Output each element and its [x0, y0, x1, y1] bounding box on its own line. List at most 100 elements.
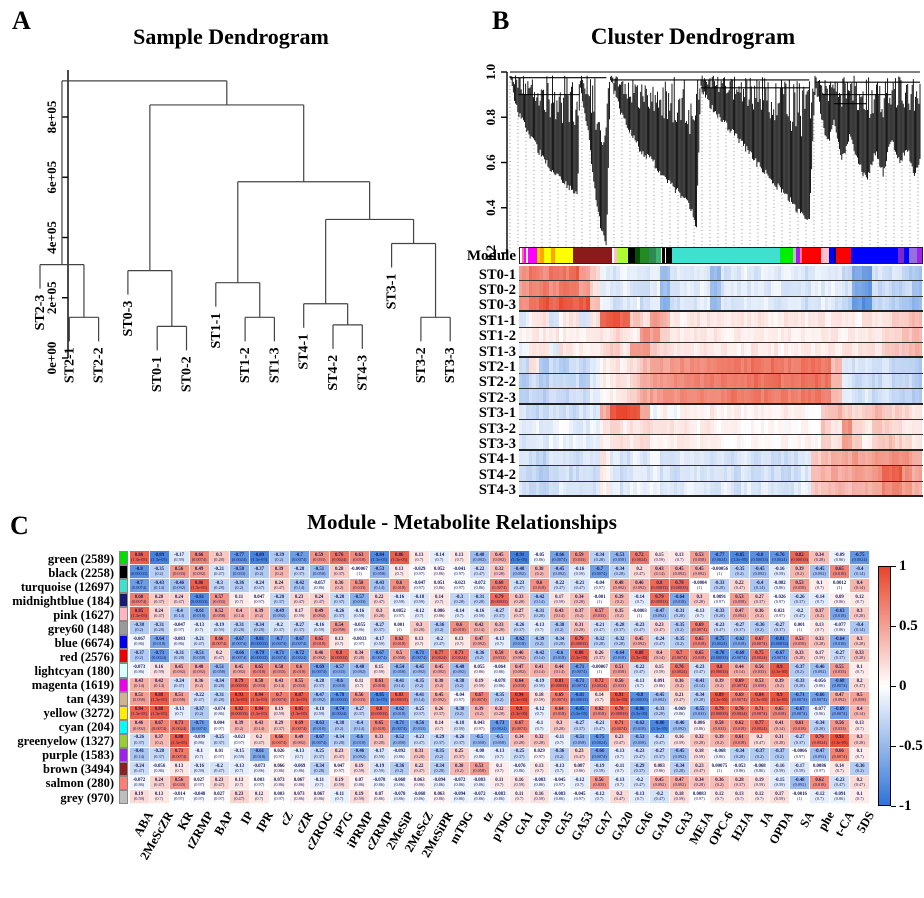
correlation-value: -0.28	[274, 594, 285, 600]
expression-bin	[676, 435, 681, 449]
correlation-value: 0.8	[336, 651, 343, 657]
expression-bin	[730, 466, 734, 481]
expression-bin	[710, 420, 714, 435]
correlation-pvalue: (0.7)	[335, 641, 344, 647]
expression-bin	[542, 296, 546, 311]
correlation-cell: 0.51 (0.058)	[609, 663, 630, 678]
correlation-value: -0.29	[634, 763, 645, 769]
expression-bin	[707, 266, 711, 281]
matrix-row: -0.7 (0.0074) -0.43 (0.14) -0.46 (0.092) 0.86(…	[129, 579, 871, 594]
correlation-pvalue: (0.7)	[315, 781, 324, 787]
correlation-pvalue: (0.59)	[313, 627, 325, 633]
correlation-pvalue: (0.28)	[614, 570, 625, 576]
correlation-cell: 0.28 (0.37)	[329, 565, 350, 580]
correlation-pvalue: (0.59)	[273, 711, 285, 717]
expression-bin	[663, 373, 667, 389]
correlation-value: -0.083	[473, 777, 486, 783]
correlation-cell: -0.33 (0.28)	[709, 607, 730, 622]
expression-bin	[566, 404, 570, 419]
expression-bin	[868, 266, 872, 281]
expression-bin	[734, 466, 738, 481]
correlation-pvalue: (0.86)	[434, 795, 445, 801]
correlation-value: -0.2	[655, 791, 664, 797]
correlation-value: -0.68	[834, 679, 845, 685]
correlation-value: 0.13	[415, 636, 424, 642]
expression-bin	[760, 420, 765, 435]
expression-bin	[848, 358, 852, 373]
correlation-cell: 0.79 (0.00033)	[489, 593, 510, 608]
correlation-cell: -0.047 (0.97)	[169, 621, 190, 636]
correlation-cell: 0.2 (0.47)	[749, 733, 770, 748]
correlation-value: 0.1	[856, 791, 863, 797]
correlation-value: -0.36	[554, 749, 565, 755]
correlation-pvalue: (0.0074)	[291, 725, 307, 731]
correlation-cell: 0.17 (0.59)	[810, 649, 831, 664]
expression-bin	[522, 296, 526, 311]
expression-bin	[549, 358, 553, 373]
correlation-pvalue: (0.7)	[615, 767, 624, 773]
correlation-value: 0.067	[313, 791, 325, 797]
correlation-cell: -0.27 (0.37)	[489, 607, 510, 622]
correlation-value: 0.47	[735, 608, 744, 614]
correlation-value: -0.43	[374, 580, 385, 586]
correlation-value: 0.003	[273, 791, 285, 797]
correlation-value: 0.77	[755, 721, 764, 727]
correlation-pvalue: (0.28)	[794, 655, 805, 661]
expression-bin	[633, 281, 637, 296]
expression-bin	[851, 373, 855, 389]
correlation-pvalue: (0.28)	[494, 627, 505, 633]
module-band-segment	[614, 248, 617, 263]
expression-bin	[656, 281, 661, 296]
expression-bin	[918, 296, 923, 311]
correlation-pvalue: (0.018)	[733, 725, 746, 731]
correlation-cell: -0.27 (0.37)	[569, 719, 590, 734]
expression-bin	[858, 481, 862, 495]
correlation-value: 0.68	[134, 594, 144, 600]
expression-bin	[643, 281, 647, 296]
expression-bin	[680, 404, 684, 419]
expression-bin	[713, 420, 718, 435]
correlation-cell: -0.52 (0.058)	[389, 733, 410, 748]
expression-bin	[740, 420, 745, 435]
expression-bin	[572, 373, 577, 389]
correlation-cell: -0.73 (0.0024)	[489, 719, 510, 734]
correlation-cell: -0.048 (0.97)	[189, 790, 210, 805]
matrix-row: 0.43 (0.14) 0.42 (0.14) -0.24 (0.47) 0.36 (0.2)…	[129, 677, 871, 692]
correlation-pvalue: (0.86)	[353, 781, 365, 787]
expression-bin	[878, 281, 882, 296]
correlation-pvalue: (0.0074)	[191, 725, 207, 731]
expression-bin	[720, 327, 724, 342]
expression-bin	[586, 358, 590, 373]
expression-bin	[834, 281, 839, 296]
expression-bin	[774, 481, 778, 495]
expression-bin	[535, 450, 540, 466]
correlation-pvalue: (0.058)	[693, 556, 706, 562]
correlation-value: 0.53	[475, 763, 484, 769]
expression-bin	[871, 373, 876, 389]
expression-bin	[787, 327, 792, 342]
expression-bin	[626, 296, 630, 311]
correlation-cell: -0.64 (0.018)	[669, 593, 690, 608]
expression-bin	[750, 327, 755, 342]
correlation-pvalue: (0.97)	[714, 598, 725, 604]
expression-bin	[535, 435, 540, 449]
expression-bin	[814, 389, 818, 403]
correlation-pvalue: (0.092)	[673, 725, 686, 731]
expression-bin	[566, 450, 570, 466]
correlation-pvalue: (0.2)	[795, 669, 804, 675]
expression-bin	[861, 343, 866, 357]
correlation-pvalue: (0.28)	[494, 711, 505, 717]
module-band-segment	[524, 248, 526, 263]
correlation-value: 0.48	[194, 665, 204, 671]
expression-bin	[760, 466, 765, 481]
expression-bin	[895, 481, 899, 495]
correlation-value: 0.0052	[392, 608, 406, 614]
expression-bin	[918, 420, 923, 435]
correlation-pvalue: (0.2)	[675, 641, 684, 647]
correlation-value: -0.074	[212, 707, 226, 713]
expression-bin	[653, 343, 657, 357]
correlation-pvalue: (0.28)	[674, 767, 685, 773]
correlation-cell: 0.37 (0.2)	[149, 733, 170, 748]
correlation-cell: -0.15 (0.59)	[770, 775, 791, 790]
correlation-cell: 0.48 (0.092)	[189, 663, 210, 678]
